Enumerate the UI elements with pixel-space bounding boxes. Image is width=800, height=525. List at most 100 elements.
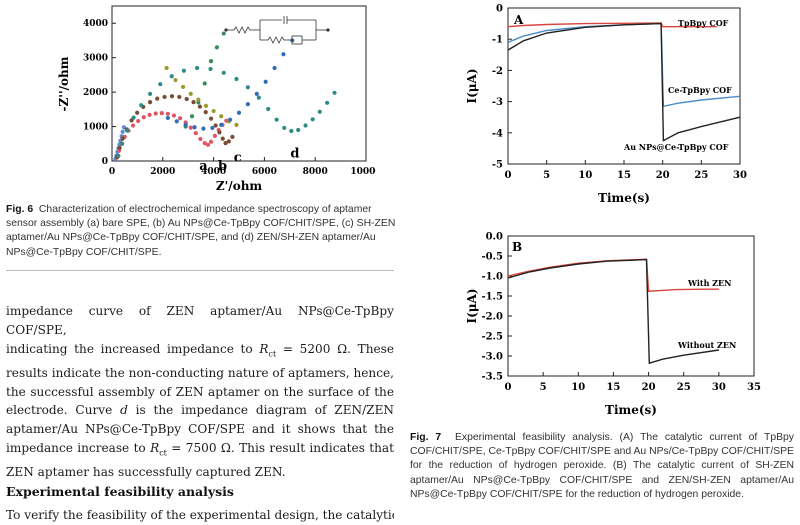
- fig6-data-point: [212, 133, 217, 138]
- fig7a-plot-frame: [507, 7, 741, 165]
- fig6-data-point: [188, 91, 193, 96]
- fig7b-y-tick-label: 0.0: [486, 232, 503, 243]
- fig6-data-point: [234, 76, 239, 82]
- fig6-data-point: [125, 128, 130, 133]
- body-line-5a: electrode. Curve: [6, 403, 121, 418]
- fig7a-series-line: [507, 22, 717, 28]
- fig7b-y-tick-label: -3.0: [481, 352, 503, 363]
- section-heading: Experimental feasibility analysis: [6, 484, 234, 499]
- fig6-data-point: [192, 125, 197, 130]
- fig7a-legend-ce-tpbpy: Ce-TpBpy COF: [668, 85, 732, 95]
- fig7b-x-tick-label: 10: [571, 382, 585, 393]
- fig6-data-point: [177, 94, 182, 100]
- fig6-data-point: [159, 111, 164, 116]
- fig6-data-point: [263, 79, 268, 84]
- r-ct-subscript-2: ct: [159, 448, 167, 458]
- fig6-y-tick-label: 1000: [83, 123, 108, 133]
- body-line-7a: impedance increase to: [6, 440, 151, 455]
- fig6-data-point: [226, 139, 231, 144]
- fig6-data-point: [208, 116, 214, 121]
- fig6-data-point: [256, 95, 261, 100]
- fig7b-legend-without-zen: Without ZEN: [677, 340, 736, 350]
- fig6-data-point: [183, 122, 188, 127]
- fig6-data-point: [266, 106, 271, 112]
- fig6-data-point: [220, 136, 225, 141]
- fig6-curve-label-c: c: [234, 150, 242, 165]
- fig6-data-point: [228, 117, 233, 122]
- fig6-data-point: [171, 113, 177, 118]
- fig7b-y-axis-label: I(μA): [465, 288, 479, 323]
- fig7b-x-tick-label: 20: [642, 382, 656, 393]
- fig6-data-point: [164, 65, 169, 71]
- fig6-data-point: [169, 94, 175, 99]
- fig6-data-point: [210, 125, 215, 131]
- r-ct-subscript: ct: [268, 349, 277, 358]
- fig6-y-tick-label: 4000: [83, 19, 108, 29]
- fig6-data-point: [173, 77, 178, 83]
- body-line-2b: = 5200 Ω. These: [276, 341, 395, 356]
- fig7a-y-tick-label: -2: [492, 66, 503, 77]
- fig6-data-point: [169, 74, 174, 79]
- body-line-8: ZEN aptamer has successfully captured ZE…: [6, 465, 286, 480]
- fig6-data-point: [332, 90, 337, 95]
- fig7a-x-tick-label: 10: [578, 170, 592, 181]
- fig6-data-point: [203, 109, 208, 115]
- fig6-data-point: [148, 91, 153, 96]
- fig6-data-point: [219, 122, 224, 127]
- fig7-caption-label: Fig. 7: [410, 432, 442, 443]
- fig6-x-axis-label: Z'/ohm: [216, 179, 263, 193]
- fig6-data-point: [153, 111, 158, 116]
- fig6-data-point: [181, 84, 186, 90]
- fig7b-x-tick-label: 15: [606, 382, 620, 393]
- fig6-data-point: [282, 125, 287, 131]
- r-ct-symbol: R: [259, 341, 269, 356]
- fig6-data-point: [135, 110, 140, 115]
- fig7b-amperometric-plot: 0 5 10 15 20 25 30 35 0.0 -0.5 -1.0 -1.5 -2.0 -2.5 -3.…: [465, 232, 761, 418]
- fig7a-y-tick-label: -1: [492, 35, 503, 46]
- fig6-y-tick-label: 2000: [83, 88, 108, 98]
- fig7b-y-tick-label: -2.0: [481, 312, 503, 323]
- fig6-caption-label: Fig. 6: [6, 204, 34, 215]
- fig6-data-point: [201, 126, 206, 131]
- fig6-data-point: [217, 130, 222, 135]
- fig7a-amperometric-plot: 0 5 10 15 20 25 30 0 -1 -2 -3 -4 -5 A TpBpy COF Ce-T…: [465, 4, 747, 206]
- fig6-data-point: [158, 82, 163, 87]
- fig7a-y-tick-label: 0: [496, 4, 503, 15]
- fig6-data-point: [191, 100, 196, 105]
- fig6-data-point: [234, 122, 239, 127]
- fig6-caption-text: Characterization of electrochemical impe…: [6, 204, 396, 258]
- fig6-data-point: [281, 52, 286, 57]
- fig7a-y-axis-label: I(μA): [465, 68, 479, 103]
- fig6-data-point: [116, 153, 121, 158]
- fig6-data-point: [223, 140, 228, 146]
- fig7b-y-tick-label: -1.0: [481, 272, 503, 283]
- fig6-data-point: [289, 128, 294, 134]
- fig6-data-point: [202, 140, 207, 146]
- fig7a-x-tick-label: 20: [656, 170, 670, 181]
- fig6-data-point: [155, 96, 160, 101]
- fig7a-legend-tpbpy: TpBpy COF: [678, 18, 729, 28]
- fig7b-y-tick-label: -1.5: [481, 292, 503, 303]
- fig6-data-point: [221, 31, 226, 36]
- fig6-data-point: [208, 66, 213, 72]
- fig6-data-point: [184, 96, 189, 102]
- fig7b-legend-with-zen: With ZEN: [687, 278, 731, 288]
- fig6-data-point: [208, 139, 214, 144]
- fig7-caption: Fig. 7 Experimental feasibility analysis…: [410, 431, 794, 502]
- fig6-data-point: [211, 108, 216, 114]
- r-ct-symbol-2: R: [150, 440, 160, 455]
- fig7b-panel-label: B: [512, 240, 522, 254]
- fig6-data-point: [274, 117, 279, 122]
- fig6-data-point: [245, 85, 250, 90]
- fig6-data-point: [117, 145, 122, 151]
- body-line-7b: = 7500 Ω. This result indicates that: [166, 440, 394, 455]
- body-line-4: the successful assembly of ZEN aptamer o…: [6, 384, 394, 399]
- body-line-1: impedance curve of ZEN aptamer/Au NPs@Ce…: [6, 304, 394, 337]
- fig7a-x-tick-label: 0: [505, 170, 512, 181]
- body-line-2a: indicating the increased impedance to: [6, 341, 260, 356]
- fig6-curve-label-a: a: [199, 159, 208, 174]
- next-paragraph-line: To verify the feasibility of the experim…: [6, 508, 394, 522]
- fig6-data-point: [131, 115, 136, 120]
- fig6-data-point: [208, 59, 214, 64]
